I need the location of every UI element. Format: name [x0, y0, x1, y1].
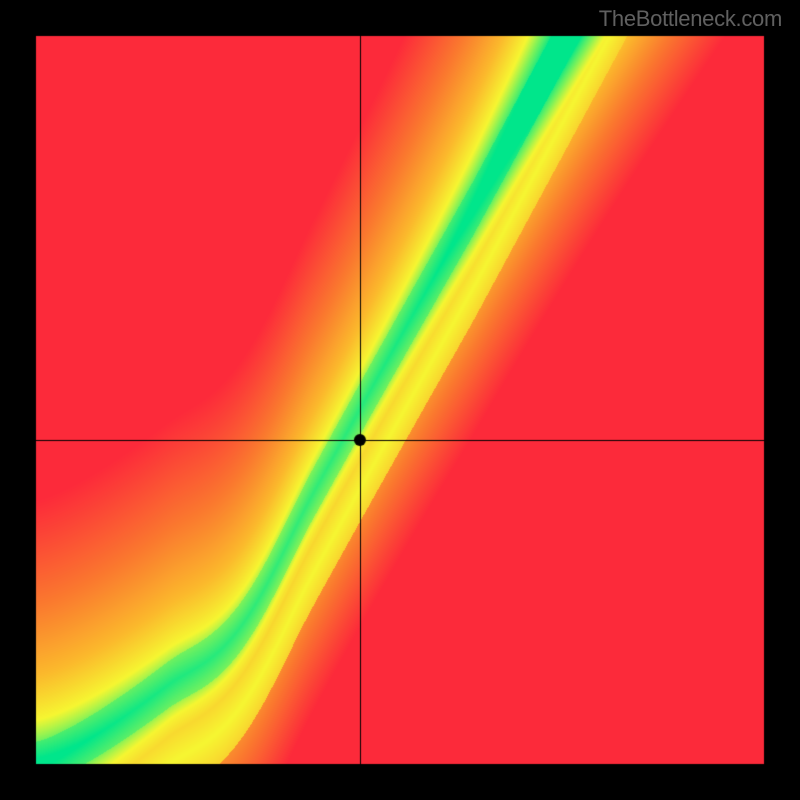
- watermark-text: TheBottleneck.com: [599, 6, 782, 32]
- bottleneck-heatmap: [0, 0, 800, 800]
- chart-container: TheBottleneck.com: [0, 0, 800, 800]
